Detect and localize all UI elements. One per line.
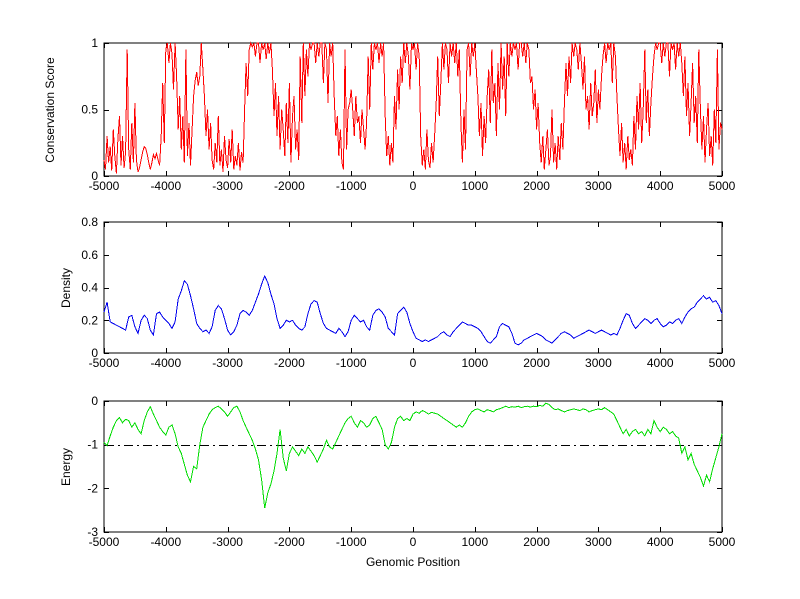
ylabel-energy: Energy xyxy=(59,447,73,487)
xlabel-genomic-position: Genomic Position xyxy=(365,555,461,569)
x-tick-label: 4000 xyxy=(647,179,674,193)
y-tick-label: 0 xyxy=(91,346,98,360)
y-tick-label: 0 xyxy=(91,394,98,408)
density-series-line xyxy=(103,274,723,346)
x-tick-label: -4000 xyxy=(150,179,181,193)
x-tick-label: -3000 xyxy=(212,535,243,549)
y-tick-label: -3 xyxy=(87,525,98,539)
y-tick-label: 1 xyxy=(91,36,98,50)
x-tick-label: 0 xyxy=(410,356,417,370)
x-tick-label: 1000 xyxy=(461,179,488,193)
ylabel-density: Density xyxy=(59,267,73,309)
x-tick-label: -2000 xyxy=(274,179,305,193)
x-tick-label: 4000 xyxy=(647,356,674,370)
x-tick-label: -3000 xyxy=(212,179,243,193)
x-tick-label: 3000 xyxy=(585,179,612,193)
x-tick-label: 1000 xyxy=(461,535,488,549)
subplot-conservation-score: -5000 -4000 -3000 -2000 -1000 0 1000 2000 3000 40… xyxy=(81,36,735,193)
y-tick-label: 0.6 xyxy=(81,248,98,262)
x-tick-label: -2000 xyxy=(274,356,305,370)
y-tick-label: 0.5 xyxy=(81,103,98,117)
x-tick-label: -1000 xyxy=(336,535,367,549)
x-tick-label: -5000 xyxy=(89,356,120,370)
x-tick-label: 0 xyxy=(410,535,417,549)
x-tick-label: -1000 xyxy=(336,179,367,193)
y-tick-label: -1 xyxy=(87,438,98,452)
x-tick-label: 3000 xyxy=(585,535,612,549)
y-tick-label: 0 xyxy=(91,169,98,183)
y-tick-label: -2 xyxy=(87,481,98,495)
y-tick-label: 0.2 xyxy=(81,313,98,327)
x-tick-label: 5000 xyxy=(709,356,736,370)
x-tick-label: -4000 xyxy=(150,535,181,549)
energy-series-line xyxy=(103,402,723,509)
x-tick-label: 0 xyxy=(410,179,417,193)
ylabel-conservation-score: Conservation Score xyxy=(43,57,57,163)
conservation-score-series-line xyxy=(103,41,723,174)
x-tick-label: 3000 xyxy=(585,356,612,370)
y-tick-label: 0.8 xyxy=(81,215,98,229)
x-tick-label: 2000 xyxy=(523,535,550,549)
x-tick-label: 1000 xyxy=(461,356,488,370)
x-tick-label: 5000 xyxy=(709,179,736,193)
x-tick-label: -2000 xyxy=(274,535,305,549)
axes-frame xyxy=(103,221,723,354)
subplot-density: -5000 -4000 -3000 -2000 -1000 0 1000 2000 3000 40… xyxy=(81,215,735,370)
subplot-energy: -5000 -4000 -3000 -2000 -1000 0 1000 2000 3000 40… xyxy=(87,394,735,549)
x-tick-label: -3000 xyxy=(212,356,243,370)
x-tick-label: 5000 xyxy=(709,535,736,549)
x-tick-label: -4000 xyxy=(150,356,181,370)
y-tick-label: 0.4 xyxy=(81,281,98,295)
x-tick-label: -5000 xyxy=(89,535,120,549)
x-tick-label: -5000 xyxy=(89,179,120,193)
x-tick-label: 2000 xyxy=(523,356,550,370)
x-tick-label: 2000 xyxy=(523,179,550,193)
x-tick-label: -1000 xyxy=(336,356,367,370)
x-tick-label: 4000 xyxy=(647,535,674,549)
